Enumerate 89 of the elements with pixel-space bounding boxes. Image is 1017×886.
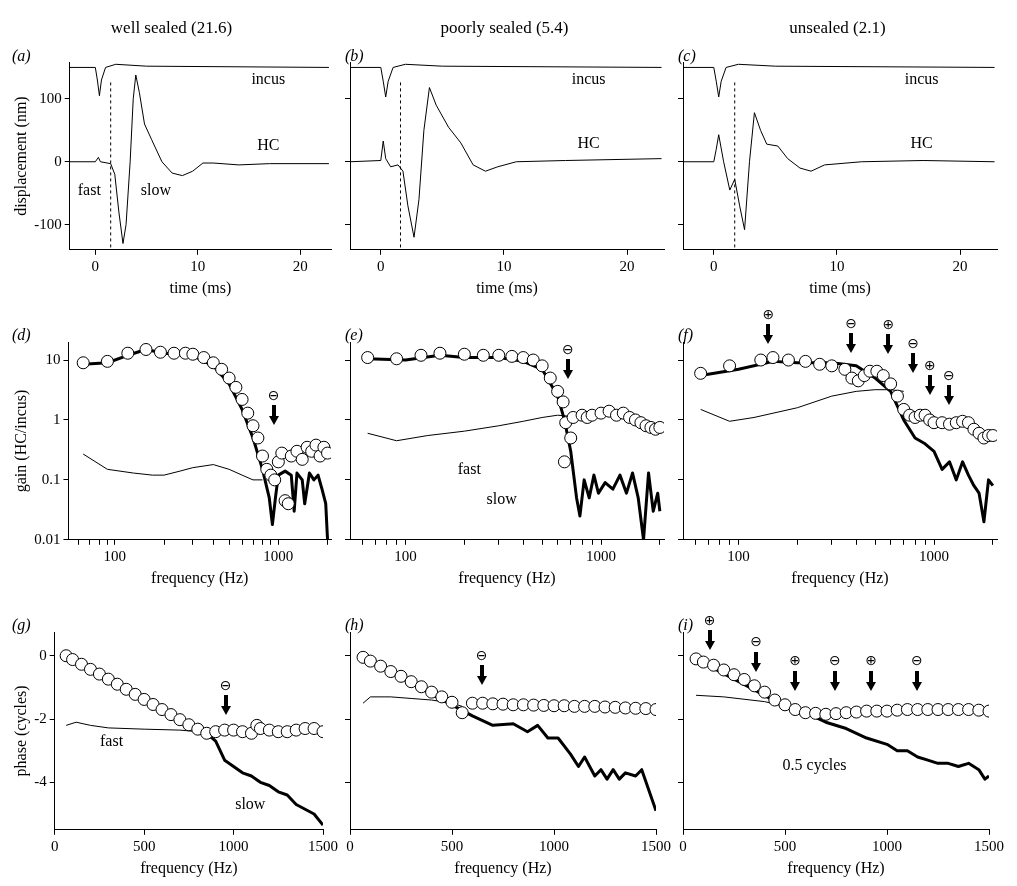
x-tick-label: 1000 xyxy=(539,837,569,854)
annotation: ⊕ xyxy=(865,652,878,669)
x-axis-title: time (ms) xyxy=(476,278,538,297)
annotation: HC xyxy=(910,133,933,151)
text: ⊕ xyxy=(882,315,895,332)
annotation: HC xyxy=(577,133,600,151)
y-tick-label: 1 xyxy=(52,410,61,427)
annotation: HC xyxy=(257,136,280,154)
annotation: ⊖ xyxy=(219,676,232,693)
annotation: (e) xyxy=(345,326,363,345)
annotation: (h) xyxy=(345,616,364,635)
annotation: ⊖ xyxy=(475,646,488,663)
annotation: (i) xyxy=(678,616,694,635)
annotation: incus xyxy=(571,70,606,88)
y-axis-title: gain (HC/incus) xyxy=(11,389,30,493)
x-axis-title: frequency (Hz) xyxy=(787,858,885,877)
text: (g) xyxy=(12,616,31,635)
y-axis-title: displacement (nm) xyxy=(11,96,30,216)
x-axis-title: frequency (Hz) xyxy=(140,858,238,877)
x-tick-label: 500 xyxy=(132,837,156,854)
x-tick-label: 100 xyxy=(103,547,127,564)
x-tick-label: 1500 xyxy=(308,837,338,854)
x-tick-label: 100 xyxy=(394,547,417,564)
x-axis-title: time (ms) xyxy=(169,278,232,297)
x-tick-label: 1000 xyxy=(586,547,617,564)
annotation: incus xyxy=(251,70,286,88)
text: ⊕ xyxy=(762,305,775,322)
annotation: fast xyxy=(77,180,102,198)
text: (d) xyxy=(12,326,31,345)
text: ⊕ xyxy=(703,611,716,628)
annotation: fast xyxy=(100,731,124,749)
x-axis-title: frequency (Hz) xyxy=(791,568,889,587)
y-axis-title: phase (cycles) xyxy=(11,685,30,777)
y-tick-label: 100 xyxy=(39,89,62,106)
x-tick-label: 10 xyxy=(829,257,845,274)
x-tick-label: 0 xyxy=(346,837,354,854)
annotation: slow xyxy=(486,490,518,508)
text: ⊖ xyxy=(845,314,857,331)
x-tick-label: 1000 xyxy=(872,837,902,854)
x-tick-label: 100 xyxy=(727,547,750,564)
x-axis-title: frequency (Hz) xyxy=(458,568,556,587)
y-tick-label: -100 xyxy=(34,215,62,232)
x-tick-label: 500 xyxy=(773,837,797,854)
x-tick-label: 1000 xyxy=(218,837,249,854)
y-tick-label: -2 xyxy=(34,709,47,726)
x-tick-label: 1000 xyxy=(263,547,294,564)
annotation: ⊕ xyxy=(923,356,936,373)
annotation: ⊖ xyxy=(750,633,762,650)
x-tick-label: 1500 xyxy=(641,837,671,854)
y-tick-label: 10 xyxy=(45,350,61,367)
x-tick-label: 0 xyxy=(377,257,385,274)
chart-title: well sealed (21.6) xyxy=(110,17,233,37)
annotation: ⊖ xyxy=(828,652,841,669)
annotation: incus xyxy=(904,70,939,88)
annotation: 0.5 cycles xyxy=(782,755,847,774)
y-tick-label: 0 xyxy=(54,152,62,169)
annotation: (c) xyxy=(678,46,696,65)
annotation: ⊖ xyxy=(943,366,955,383)
x-tick-label: 500 xyxy=(440,837,464,854)
x-tick-label: 20 xyxy=(952,257,968,274)
annotation: fast xyxy=(457,459,482,477)
chart-title: unsealed (2.1) xyxy=(789,17,886,37)
annotation: ⊕ xyxy=(789,652,801,669)
x-tick-label: 20 xyxy=(292,257,308,274)
x-axis-title: frequency (Hz) xyxy=(151,568,249,587)
annotation: ⊖ xyxy=(562,340,574,357)
x-tick-label: 1000 xyxy=(919,547,950,564)
annotation: slow xyxy=(140,180,172,198)
y-tick-label: 0.01 xyxy=(34,530,61,547)
x-tick-label: 0 xyxy=(679,837,687,854)
annotation: slow xyxy=(235,794,266,812)
chart-title: poorly sealed (5.4) xyxy=(440,17,569,37)
x-axis-title: frequency (Hz) xyxy=(454,858,552,877)
annotation: (f) xyxy=(678,326,694,345)
x-tick-label: 0 xyxy=(710,257,718,274)
annotation: ⊖ xyxy=(907,334,920,351)
x-tick-label: 0 xyxy=(91,257,100,274)
text: (a) xyxy=(12,46,31,65)
annotation: ⊖ xyxy=(267,386,280,403)
annotation: ⊖ xyxy=(910,652,923,669)
x-tick-label: 10 xyxy=(190,257,206,274)
x-tick-label: 20 xyxy=(619,257,635,274)
y-tick-label: 0.1 xyxy=(41,470,61,487)
x-tick-label: 10 xyxy=(496,257,512,274)
annotation: (b) xyxy=(345,46,364,65)
x-tick-label: 1500 xyxy=(974,837,1004,854)
y-tick-label: 0 xyxy=(39,646,47,663)
y-tick-label: -4 xyxy=(34,773,48,790)
x-axis-title: time (ms) xyxy=(809,278,871,297)
